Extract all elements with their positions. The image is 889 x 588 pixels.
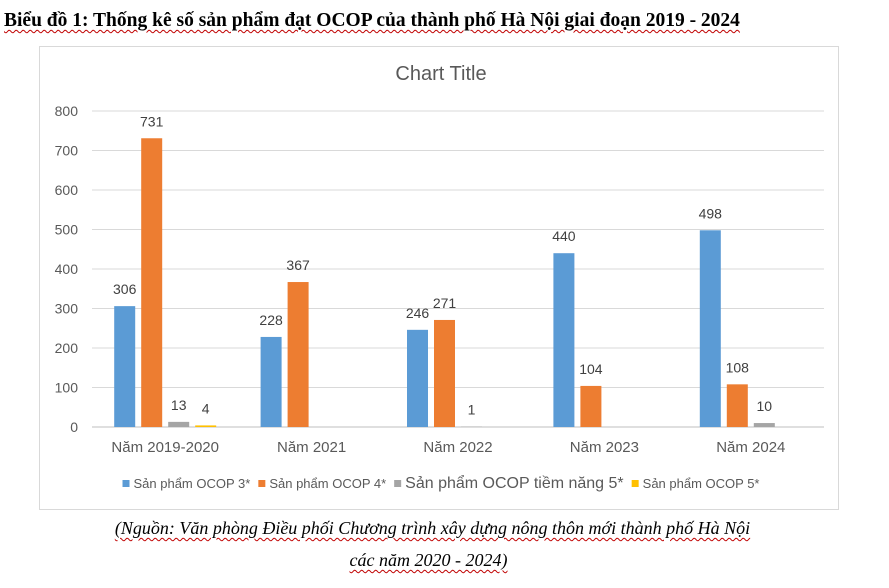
legend-label: Sản phẩm OCOP 4* [269,476,386,491]
data-label: 4 [202,400,210,416]
y-tick-label: 600 [55,182,79,198]
y-tick-label: 300 [55,301,79,317]
legend-swatch [122,480,130,487]
source-note-line-1: (Nguồn: Văn phòng Điều phối Chương trình… [114,518,751,538]
data-label: 108 [726,359,750,375]
data-label: 271 [433,295,457,311]
bar-series [114,138,775,427]
x-axis: Năm 2019-2020 Năm 2021 Năm 2022 Năm 2023 Năm… [111,439,785,456]
y-tick-label: 500 [55,222,79,238]
bar [580,385,602,427]
chart-title: Chart Title [395,63,486,85]
data-label: 10 [757,398,773,414]
y-tick-label: 0 [70,419,78,435]
bar [407,329,428,427]
bar [553,253,575,427]
legend-swatch [631,480,639,487]
y-tick-label: 200 [55,340,79,356]
document-heading: Biểu đồ 1: Thống kê số sản phẩm đạt OCOP… [4,10,740,31]
bar [726,384,748,427]
data-label: 104 [579,361,603,377]
x-tick-label: Năm 2019-2020 [111,439,219,456]
bar [287,282,309,427]
data-label: 731 [140,113,164,129]
bar [141,138,163,427]
data-label: 367 [286,257,310,273]
legend-swatch [258,480,266,487]
bar [434,319,455,427]
legend-label: Sản phẩm OCOP 3* [134,476,251,491]
bar [699,230,721,427]
data-label: 13 [171,397,187,413]
data-label: 440 [552,228,576,244]
bar [168,421,190,427]
data-label: 228 [259,312,283,328]
data-label: 498 [699,205,723,221]
y-axis: 0 100 200 300 400 500 600 700 800 [55,103,79,435]
bar [114,306,136,427]
legend-swatch [394,480,402,487]
data-label: 306 [113,281,137,297]
bar [260,336,282,427]
data-label: 246 [406,305,430,321]
bar [753,423,775,427]
y-tick-label: 100 [55,380,79,396]
data-label: 1 [468,402,476,418]
bar [195,425,217,427]
x-tick-label: Năm 2024 [716,439,785,456]
legend-label: Sản phẩm OCOP 5* [643,476,760,491]
y-tick-label: 700 [55,143,79,159]
legend-label: Sản phẩm OCOP tiềm năng 5* [405,474,624,492]
source-note-line-2: các năm 2020 - 2024) [349,550,508,570]
legend: Sản phẩm OCOP 3* Sản phẩm OCOP 4* Sản phẩm… [122,474,760,492]
x-tick-label: Năm 2023 [570,439,639,456]
y-tick-label: 400 [55,261,79,277]
x-tick-label: Năm 2021 [277,439,346,456]
y-tick-label: 800 [55,103,79,119]
x-tick-label: Năm 2022 [423,439,492,456]
